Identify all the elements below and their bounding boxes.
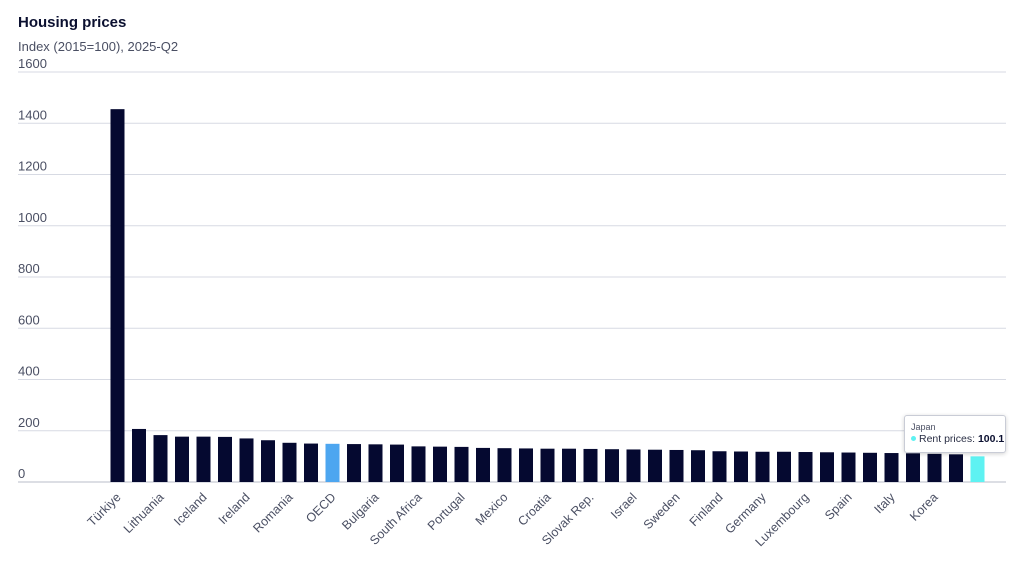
- bar[interactable]: [110, 109, 125, 482]
- bar[interactable]: [239, 438, 254, 482]
- y-tick-label: 1400: [18, 107, 47, 122]
- bar[interactable]: [325, 443, 340, 482]
- y-tick-label: 0: [18, 466, 25, 481]
- bars: [110, 109, 985, 482]
- y-axis-ticks: 0 200 400 600 800 1000 1200 1400 1600: [18, 56, 47, 481]
- bar[interactable]: [949, 454, 963, 482]
- y-tick-label: 200: [18, 415, 40, 430]
- bar[interactable]: [820, 452, 834, 482]
- bar[interactable]: [777, 451, 791, 482]
- x-tick-label: Lithuania: [121, 490, 167, 536]
- x-tick-label: Sweden: [641, 490, 683, 532]
- bar[interactable]: [196, 436, 211, 482]
- bar[interactable]: [282, 442, 297, 482]
- bar[interactable]: [476, 447, 490, 482]
- bar[interactable]: [540, 448, 555, 482]
- y-tick-label: 400: [18, 364, 40, 379]
- chart-subtitle: Index (2015=100), 2025-Q2: [18, 39, 179, 54]
- bar[interactable]: [605, 449, 619, 482]
- bar[interactable]: [368, 444, 383, 482]
- bar[interactable]: [626, 449, 641, 482]
- bar[interactable]: [304, 443, 318, 482]
- x-tick-label: Romania: [250, 490, 295, 535]
- x-tick-label: OECD: [303, 490, 338, 525]
- x-tick-label: Israel: [608, 490, 640, 522]
- bar[interactable]: [863, 452, 877, 482]
- bar[interactable]: [132, 428, 146, 482]
- gridlines: [18, 71, 1006, 483]
- tooltip: Japan Rent prices: 100.1: [904, 415, 1006, 453]
- bar[interactable]: [519, 448, 533, 482]
- x-tick-label: Iceland: [171, 490, 209, 528]
- x-tick-label: Korea: [907, 490, 941, 524]
- bar[interactable]: [648, 449, 662, 482]
- bar[interactable]: [841, 452, 856, 482]
- x-tick-label: Bulgaria: [339, 490, 381, 532]
- bar[interactable]: [390, 444, 404, 482]
- bar[interactable]: [583, 448, 598, 482]
- x-tick-label: Finland: [687, 490, 726, 529]
- tooltip-value: 100.1: [977, 433, 1005, 445]
- bar[interactable]: [927, 453, 942, 482]
- bar[interactable]: [454, 446, 469, 482]
- y-tick-label: 1600: [18, 56, 47, 71]
- bar[interactable]: [175, 436, 189, 482]
- bar[interactable]: [755, 451, 770, 482]
- x-tick-label: Ireland: [216, 490, 253, 527]
- tooltip-series-dot: [911, 436, 916, 441]
- bar[interactable]: [970, 456, 985, 482]
- bar[interactable]: [691, 450, 705, 482]
- bar[interactable]: [153, 435, 168, 482]
- x-tick-label: Italy: [872, 490, 899, 517]
- bar[interactable]: [562, 448, 576, 482]
- bar[interactable]: [712, 451, 727, 482]
- x-tick-label: Mexico: [473, 490, 511, 528]
- x-tick-label: Portugal: [425, 490, 468, 533]
- y-tick-label: 1000: [18, 210, 47, 225]
- x-tick-label: Türkiye: [85, 490, 124, 529]
- bar[interactable]: [261, 440, 275, 482]
- bar[interactable]: [218, 436, 232, 482]
- tooltip-series: Rent prices: [919, 433, 973, 445]
- bar[interactable]: [884, 453, 899, 482]
- bar[interactable]: [798, 452, 813, 482]
- tooltip-body: Rent prices: 100.1: [919, 433, 1005, 445]
- y-tick-label: 600: [18, 312, 40, 327]
- y-tick-label: 1200: [18, 159, 47, 174]
- bar[interactable]: [906, 453, 920, 482]
- bar[interactable]: [347, 444, 361, 482]
- bar[interactable]: [411, 446, 426, 482]
- chart-title: Housing prices: [18, 14, 127, 31]
- y-tick-label: 800: [18, 261, 40, 276]
- bar[interactable]: [669, 449, 684, 482]
- bar[interactable]: [497, 448, 512, 482]
- bar[interactable]: [433, 446, 447, 482]
- tooltip-country: Japan: [911, 422, 936, 432]
- x-tick-label: Croatia: [515, 490, 553, 528]
- bar[interactable]: [734, 451, 748, 482]
- x-tick-label: Spain: [822, 490, 855, 523]
